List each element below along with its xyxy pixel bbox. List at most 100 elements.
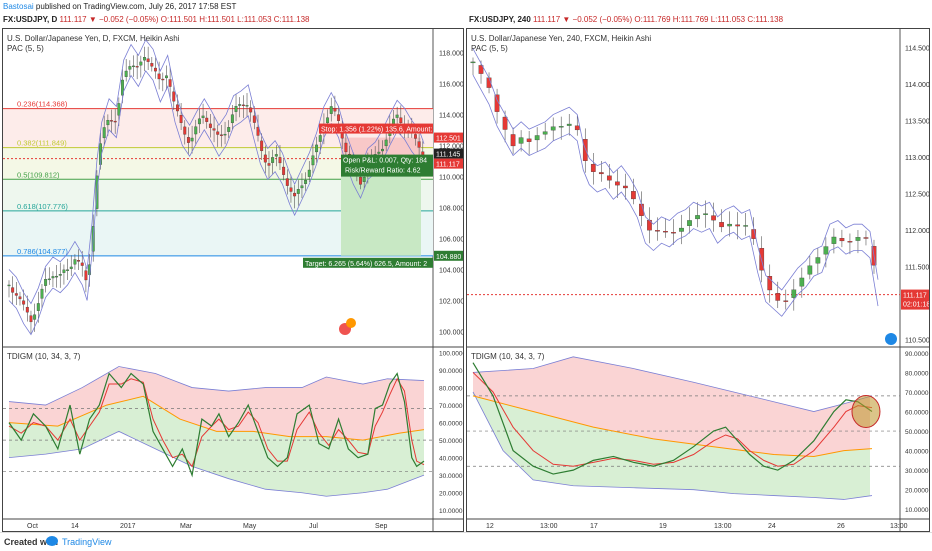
candles-right bbox=[470, 57, 877, 311]
right-chart-title: U.S. Dollar/Japanese Yen, 240, FXCM, Hei… bbox=[471, 34, 651, 43]
last-price-tag: 111.117 bbox=[436, 162, 460, 169]
upper-band-fill bbox=[9, 366, 424, 440]
lower-band-line bbox=[472, 391, 873, 500]
x-tick-label: 12 bbox=[486, 523, 494, 530]
candle-body bbox=[582, 139, 588, 161]
x-tick-label: 13:00 bbox=[540, 523, 558, 530]
x-tick-label: 26 bbox=[837, 523, 845, 530]
candle-body bbox=[278, 157, 282, 164]
pl-annotation-box bbox=[341, 154, 433, 177]
flag-icon bbox=[885, 333, 897, 345]
left-ticker-line: FX:USDJPY, D 111.117 ▼ −0.052 (−0.05%) O… bbox=[3, 15, 310, 24]
fib-level-label: 0.5(109.812) bbox=[17, 170, 60, 179]
y-tick-label: 102.000 bbox=[439, 298, 463, 305]
candle-body bbox=[40, 288, 44, 299]
candle-body bbox=[285, 178, 289, 186]
candle-body bbox=[831, 236, 837, 244]
tradingview-brand[interactable]: TradingView bbox=[62, 537, 112, 547]
right-symbol: FX:USDJPY, 240 bbox=[469, 15, 531, 24]
candle-body bbox=[106, 120, 110, 126]
candle-body bbox=[863, 237, 869, 239]
candle-body bbox=[44, 279, 48, 286]
candle-body bbox=[157, 73, 161, 80]
candle-body bbox=[381, 148, 384, 152]
candle-body bbox=[318, 135, 322, 142]
candle-body bbox=[735, 224, 741, 227]
candle-body bbox=[219, 134, 223, 136]
candle-body bbox=[14, 293, 18, 296]
left-quote: 111.117 ▼ −0.052 (−0.05%) O:111.501 H:11… bbox=[59, 15, 310, 24]
candle-body bbox=[128, 66, 132, 70]
right-oscillator bbox=[467, 356, 900, 500]
candle-body bbox=[256, 126, 260, 136]
candle-body bbox=[143, 57, 146, 61]
candle-body bbox=[175, 104, 179, 112]
target-price-tag-box bbox=[434, 250, 463, 261]
candle-body bbox=[333, 107, 337, 112]
stop-annotation-box bbox=[319, 123, 433, 134]
candle-body bbox=[711, 215, 716, 221]
candle-body bbox=[759, 248, 765, 271]
candle-body bbox=[799, 277, 805, 287]
candle-body bbox=[110, 120, 113, 122]
left-indicator-label: PAC (5, 5) bbox=[7, 44, 44, 53]
candle-body bbox=[550, 126, 556, 131]
author-name[interactable]: Bastosai bbox=[3, 2, 34, 11]
left-chart-svg[interactable]: 100.000 102.000 104.000 106.000 108.000 110.0… bbox=[3, 29, 463, 531]
x-tick-label: Mar bbox=[180, 523, 193, 530]
osc-y-tick-label: 60.0000 bbox=[905, 410, 929, 417]
candle-body bbox=[113, 120, 117, 123]
right-indicator-label: PAC (5, 5) bbox=[471, 44, 508, 53]
event-marker-icon bbox=[346, 318, 356, 328]
candle-body bbox=[377, 151, 381, 154]
candle-body bbox=[80, 262, 84, 266]
candle-body bbox=[296, 189, 300, 194]
lower-band-fill bbox=[9, 396, 424, 497]
y-tick-label: 114.500 bbox=[905, 45, 929, 52]
candle-body bbox=[216, 131, 220, 135]
candle-body bbox=[25, 306, 29, 313]
x-tick-label: 17 bbox=[590, 523, 598, 530]
candle-body bbox=[146, 58, 150, 62]
candle-body bbox=[58, 274, 62, 276]
osc-y-tick-label: 70.0000 bbox=[905, 390, 929, 397]
pac-upper-line bbox=[472, 48, 879, 291]
candle-body bbox=[395, 114, 399, 118]
candle-body bbox=[359, 176, 362, 185]
candle-body bbox=[197, 118, 201, 125]
candle-body bbox=[172, 91, 176, 102]
x-tick-label: 14 bbox=[71, 523, 79, 530]
candle-body bbox=[234, 106, 238, 112]
stop-zone bbox=[341, 137, 421, 159]
candle-body bbox=[542, 131, 548, 135]
highlight-ellipse bbox=[851, 395, 881, 429]
y-tick-label: 110.000 bbox=[439, 174, 463, 181]
left-chart-panel[interactable]: 100.000 102.000 104.000 106.000 108.000 110.0… bbox=[2, 28, 464, 532]
x-tick-label: 24 bbox=[768, 523, 776, 530]
candle-body bbox=[227, 127, 231, 132]
osc-y-tick-label: 60.0000 bbox=[439, 421, 463, 428]
x-tick-label: Sep bbox=[375, 523, 388, 530]
signal-line bbox=[8, 377, 425, 468]
candle-body bbox=[518, 137, 524, 144]
author-line: Bastosai published on TradingView.com, J… bbox=[3, 2, 236, 11]
candle-body bbox=[124, 70, 128, 77]
y-tick-label: 113.500 bbox=[905, 118, 929, 125]
y-tick-label: 104.000 bbox=[439, 267, 463, 274]
candle-body bbox=[470, 61, 476, 64]
candle-body bbox=[47, 278, 51, 281]
candle-body bbox=[55, 275, 59, 278]
osc-y-tick-label: 80.0000 bbox=[905, 370, 929, 377]
right-chart-panel[interactable]: 110.500111.000111.500112.000112.500113.0… bbox=[466, 28, 930, 532]
candle-body bbox=[839, 238, 845, 242]
open-pl-annotation: Open P&L: 0.007, Qty: 184 bbox=[343, 158, 427, 165]
candle-body bbox=[73, 259, 77, 265]
candle-body bbox=[399, 117, 403, 124]
candle-body bbox=[655, 230, 660, 232]
candle-body bbox=[245, 105, 249, 107]
right-chart-svg[interactable]: 110.500111.000111.500112.000112.500113.0… bbox=[467, 29, 929, 531]
candle-body bbox=[201, 115, 205, 118]
last-price-tag-box bbox=[434, 158, 463, 169]
candle-body bbox=[183, 126, 187, 135]
candle-body bbox=[671, 232, 676, 234]
